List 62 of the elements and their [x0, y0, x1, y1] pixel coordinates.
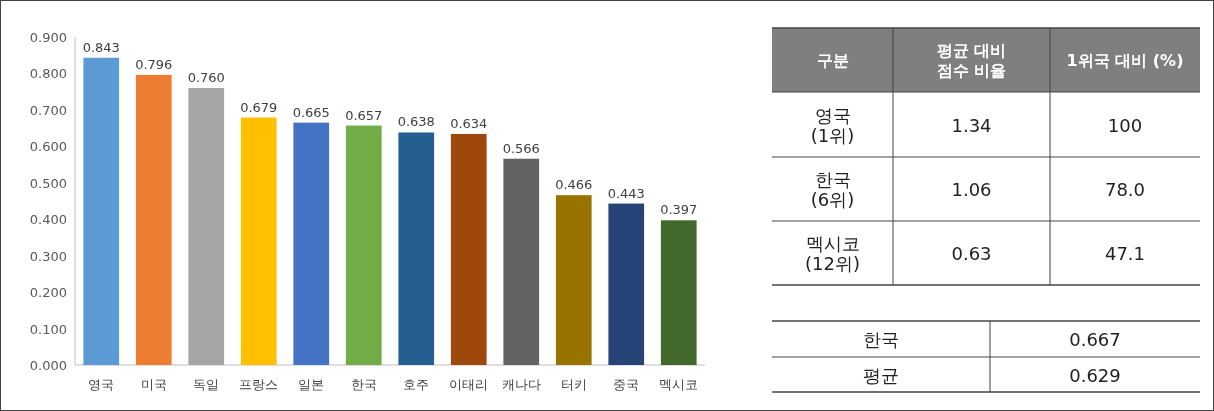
text: 0.629 — [1069, 364, 1121, 385]
bar — [188, 88, 225, 365]
data-label: 0.466 — [555, 176, 593, 192]
y-tick-label: 0.400 — [29, 211, 67, 227]
x-tick-label: 호주 — [403, 376, 430, 392]
bar — [503, 158, 540, 365]
y-tick-label: 0.100 — [29, 321, 67, 337]
data-label: 0.665 — [292, 104, 330, 120]
x-tick-label: 영국 — [88, 376, 115, 392]
text: 0.667 — [1069, 328, 1121, 350]
x-tick-label: 멕시코 — [659, 376, 699, 392]
x-tick-label: 독일 — [193, 376, 220, 392]
y-tick-label: 0.300 — [29, 248, 67, 264]
text: 1.06 — [951, 178, 992, 200]
y-tick-label: 0.900 — [29, 29, 67, 45]
y-tick-label: 0.500 — [29, 175, 67, 191]
bar — [450, 133, 487, 365]
data-label: 0.566 — [502, 140, 540, 156]
x-tick-label: 프랑스 — [239, 376, 279, 392]
text: 멕시코 (12위) — [805, 232, 860, 274]
y-tick-label: 0.200 — [29, 284, 67, 300]
bar — [660, 220, 697, 365]
text: 47.1 — [1104, 242, 1146, 264]
bar — [608, 203, 645, 365]
y-tick-label: 0.800 — [29, 65, 67, 81]
text: 평균 — [863, 364, 899, 385]
data-label: 0.634 — [450, 115, 488, 131]
bar — [555, 195, 592, 365]
text: 구분 — [816, 50, 849, 70]
text: 한국 — [863, 328, 899, 350]
x-tick-label: 미국 — [140, 376, 167, 392]
text: 78.0 — [1104, 178, 1146, 200]
x-tick-label: 한국 — [350, 376, 377, 392]
text: 한국 (6위) — [810, 168, 855, 210]
data-label: 0.443 — [607, 185, 645, 201]
bar — [345, 125, 382, 365]
text: 평균 대비 점수 비율 — [936, 40, 1007, 80]
data-label: 0.796 — [135, 56, 173, 72]
x-tick-label: 터키 — [560, 376, 587, 392]
bar — [83, 57, 120, 365]
y-tick-label: 0.700 — [29, 102, 67, 118]
data-label: 0.843 — [82, 39, 120, 55]
text: 영국 (1위) — [810, 104, 855, 145]
data-label: 0.760 — [187, 69, 225, 85]
data-label: 0.638 — [397, 113, 435, 129]
text: 1위국 대비 (%) — [1066, 50, 1184, 70]
x-tick-label: 중국 — [613, 376, 640, 392]
x-tick-label: 일본 — [298, 376, 325, 392]
x-tick-label: 캐나다 — [501, 376, 541, 392]
bar — [240, 117, 277, 365]
y-tick-label: 0.000 — [29, 357, 67, 373]
text: 1.34 — [951, 114, 992, 135]
text: 0.63 — [951, 242, 992, 264]
text: 100 — [1107, 114, 1143, 135]
data-label: 0.679 — [240, 99, 278, 115]
x-tick-label: 이태리 — [449, 376, 489, 392]
y-tick-label: 0.600 — [29, 138, 67, 154]
data-label: 0.657 — [345, 107, 383, 123]
bar — [293, 122, 330, 365]
bar — [135, 74, 172, 365]
data-label: 0.397 — [660, 201, 698, 217]
bar — [398, 132, 435, 365]
